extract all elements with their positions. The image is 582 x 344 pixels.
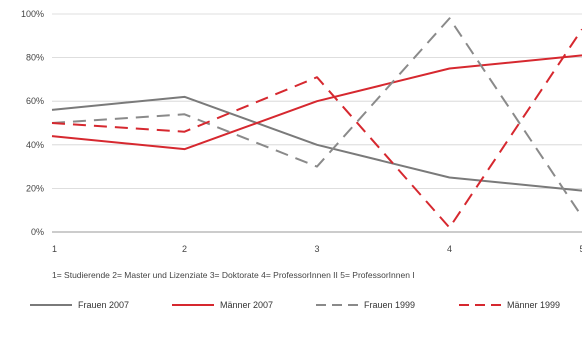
y-tick-label: 80%: [26, 53, 44, 63]
series-line-m-nner-1999: [51, 28, 582, 229]
x-tick-label: 2: [182, 244, 187, 254]
x-tick-label: 1: [52, 244, 57, 254]
y-tick-label: 40%: [26, 140, 44, 150]
grid-lines: [52, 13, 582, 233]
series-lines: [51, 17, 582, 229]
category-note: 1= Studierende 2= Master und Lizenziate …: [52, 270, 415, 280]
series-line-m-nner-2007: [51, 54, 582, 151]
series-line-frauen-2007: [51, 95, 582, 192]
y-tick-label: 60%: [26, 96, 44, 106]
legend-label: Männer 1999: [507, 300, 560, 310]
y-axis-ticks: 0% 20% 40% 60% 80% 100%: [21, 9, 44, 237]
x-tick-label: 5: [579, 244, 582, 254]
y-tick-label: 100%: [21, 9, 44, 19]
x-axis-ticks: 1 2 3 4 5: [52, 244, 582, 254]
legend-label: Frauen 2007: [78, 300, 129, 310]
legend-label: Frauen 1999: [364, 300, 415, 310]
legend: Frauen 2007 Männer 2007 Frauen 1999 Männer …: [30, 300, 560, 310]
x-tick-label: 3: [314, 244, 319, 254]
y-tick-label: 0%: [31, 227, 44, 237]
y-tick-label: 20%: [26, 183, 44, 193]
legend-label: Männer 2007: [220, 300, 273, 310]
series-line-frauen-1999: [51, 17, 582, 218]
x-tick-label: 4: [447, 244, 452, 254]
